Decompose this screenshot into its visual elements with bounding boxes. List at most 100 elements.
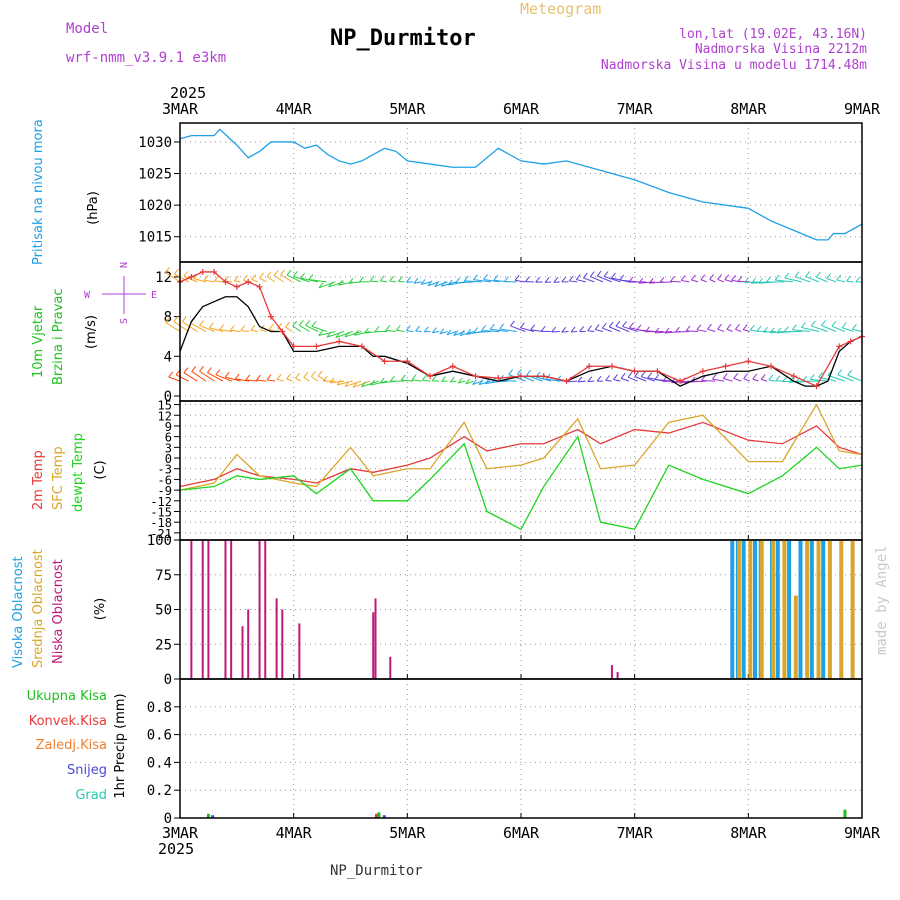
wind-barb [335, 331, 353, 339]
wind-barb-flag [242, 274, 248, 281]
gust-marker [358, 343, 365, 350]
cloud-bar-niska-oblacnost [281, 609, 284, 679]
wind-barb-flag [472, 379, 478, 385]
wind-barb [576, 279, 586, 283]
cloud-bar-srednja-oblacnost [782, 540, 787, 679]
wind-barb [594, 329, 604, 332]
wind-barb-flag [478, 379, 484, 385]
bottom-tick-6mar: 6MAR [503, 824, 540, 842]
wind-barb [305, 324, 319, 332]
wind-barb [458, 380, 466, 384]
cloud-side-label-3: Niska Oblacnost [51, 559, 66, 664]
wind-barb [401, 379, 414, 382]
wind-barb-flag [508, 369, 514, 375]
wind-barb [763, 331, 776, 333]
precip-legend-2: Konvek.Kisa [29, 714, 107, 729]
wind-barb-flag [379, 377, 385, 384]
wind-barb-flag [605, 375, 610, 381]
wind-barb-flag [561, 326, 567, 333]
wind-barb-flag [473, 327, 479, 333]
wind-barb [318, 331, 336, 336]
wind-barb-flag [596, 270, 602, 277]
wind-barb-flag [173, 268, 179, 275]
wind-barb [439, 331, 448, 335]
wind-barb [691, 380, 707, 383]
cloud-bar-niska-oblacnost [224, 540, 227, 679]
gust-marker [245, 278, 252, 285]
wind-barb [499, 328, 517, 332]
wind-barb-flag [214, 275, 220, 282]
wind-barb [183, 275, 198, 283]
wind-barb-flag [783, 326, 789, 333]
precip-bar-ukupna-kisa [377, 812, 381, 818]
wind-barb-flag [782, 376, 788, 382]
wind-barb-flag [481, 325, 486, 331]
wind-barb [235, 378, 250, 382]
cloud-bar-srednja-oblacnost [816, 540, 821, 679]
wind-barb-flag [256, 374, 261, 381]
precip-ytick-label: 0.2 [147, 783, 172, 799]
wind-barb [204, 279, 215, 283]
wind-barb [675, 331, 690, 333]
gust-marker [233, 283, 240, 290]
wind-barb-flag [310, 371, 316, 377]
gust-marker [813, 383, 820, 390]
wind-barb-flag [712, 373, 717, 380]
wind-barb-flag [352, 381, 358, 388]
wind-barb [234, 280, 241, 283]
gust-marker [256, 283, 263, 290]
wind-barb [326, 331, 345, 338]
wind-barb-flag [722, 373, 728, 379]
wind-series-brzina-srednja- [179, 296, 863, 387]
wind-barb [737, 280, 750, 283]
bottom-tick-8mar: 8MAR [730, 824, 767, 842]
gust-marker [188, 273, 195, 280]
wind-barb [784, 277, 802, 283]
wind-barb-flag [628, 322, 634, 329]
wind-barb-flag [336, 379, 342, 386]
wind-barb [515, 279, 526, 283]
wind-barb [450, 380, 457, 383]
wind-barb-flag [207, 367, 212, 373]
year-bottom: 2025 [158, 840, 194, 858]
wind-barb [596, 275, 612, 283]
cloud-bar-niska-oblacnost [201, 540, 204, 679]
wind-barb-flag [317, 370, 323, 377]
credit: made by Angel [874, 545, 890, 655]
wind-barb-flag [447, 279, 453, 286]
gust-marker [199, 268, 206, 275]
wind-barb-flag [318, 330, 324, 336]
cloud-bar-niska-oblacnost [616, 672, 619, 679]
gust-marker [222, 278, 229, 285]
wind-barb-flag [744, 277, 749, 283]
gust-marker [790, 373, 797, 380]
top-time-ticks: 3MAR 4MAR 5MAR 6MAR 7MAR 8MAR 9MAR [162, 100, 881, 118]
gust-marker [722, 363, 729, 370]
wind-barb-flag [338, 279, 343, 286]
wind-barb [587, 330, 595, 332]
cloud-bar-niska-oblacnost [610, 665, 613, 679]
precip-legend-1: Ukupna Kisa [27, 689, 107, 704]
wind-barb [696, 329, 707, 332]
wind-barb [545, 281, 552, 283]
wind-barb [472, 380, 483, 386]
gust-marker [745, 358, 752, 365]
wind-barb-flag [183, 367, 189, 374]
temperature-ytick-label: 9 [165, 420, 172, 434]
wind-barb [517, 373, 535, 382]
wind-barb-flag [769, 327, 775, 334]
gust-marker [472, 373, 479, 380]
wind-barb [446, 331, 457, 336]
gust-marker [313, 343, 320, 350]
wind-barb [712, 378, 724, 382]
wind-barb-flag [499, 323, 505, 330]
wind-barb-flag [344, 381, 350, 387]
wind-barb-flag [696, 324, 702, 331]
wind-barb-flag [622, 321, 627, 327]
wind-barb-flag [645, 326, 650, 333]
wind-barb [318, 281, 336, 289]
wind-barb-flag [415, 325, 421, 332]
gust-marker [768, 363, 775, 370]
wind-barb-flag [613, 374, 618, 380]
